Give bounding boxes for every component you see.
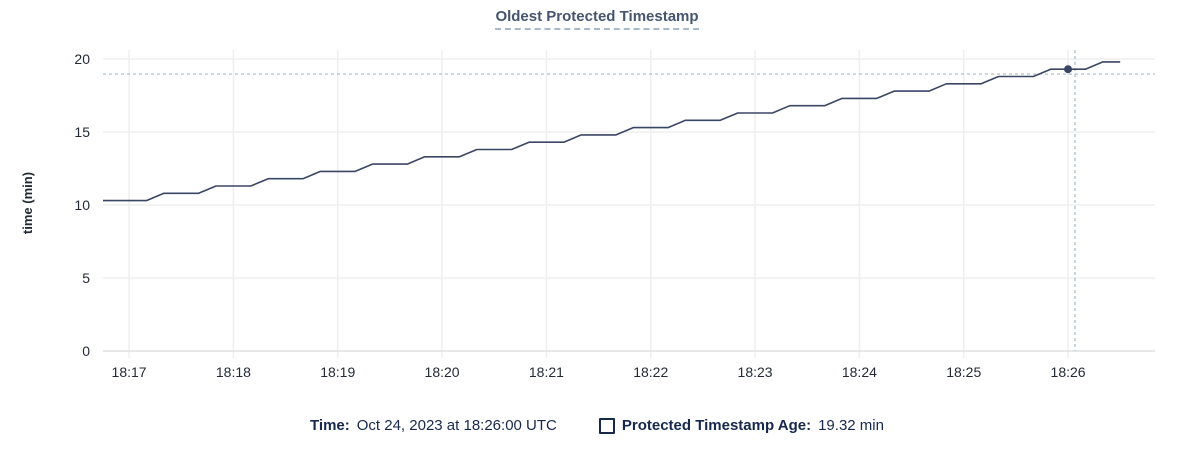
gridlines [103, 50, 1155, 358]
time-value: Oct 24, 2023 at 18:26:00 UTC [356, 417, 557, 434]
x-tick-label: 18:18 [216, 364, 251, 380]
y-tick-label: 0 [82, 343, 90, 359]
y-tick-label: 20 [74, 51, 90, 67]
x-tick-label: 18:24 [842, 364, 877, 380]
x-tick-label: 18:20 [425, 364, 460, 380]
x-tick-label: 18:26 [1051, 364, 1086, 380]
chart-title[interactable]: Oldest Protected Timestamp [495, 8, 699, 30]
y-tick-label: 15 [74, 124, 90, 140]
x-tick-label: 18:21 [529, 364, 564, 380]
y-tick-label: 5 [82, 270, 90, 286]
axis-labels: 18:17 18:18 18:19 18:20 18:21 18:22 18:23 18:24… [74, 51, 1085, 380]
hover-point-dot [1064, 65, 1073, 74]
y-tick-label: 10 [74, 197, 90, 213]
series-line [103, 61, 1121, 202]
series-polyline [103, 61, 1121, 202]
chart-title-row: Oldest Protected Timestamp [0, 8, 1194, 30]
x-tick-label: 18:22 [633, 364, 668, 380]
x-tick-label: 18:19 [320, 364, 355, 380]
series-value: 19.32 min [818, 417, 884, 434]
hover-crosshair [103, 50, 1155, 351]
x-tick-label: 18:17 [112, 364, 147, 380]
hover-legend: Time: Oct 24, 2023 at 18:26:00 UTC Prote… [0, 417, 1194, 434]
x-tick-label: 18:25 [946, 364, 981, 380]
series-label: Protected Timestamp Age: [621, 417, 812, 434]
series-toggle-checkbox[interactable] [598, 417, 615, 434]
x-tick-label: 18:23 [738, 364, 773, 380]
line-chart-canvas[interactable]: 18:17 18:18 18:19 18:20 18:21 18:22 18:23 18:24… [0, 0, 1194, 400]
time-label: Time: [310, 417, 350, 434]
y-axis-title: time (min) [20, 172, 35, 234]
